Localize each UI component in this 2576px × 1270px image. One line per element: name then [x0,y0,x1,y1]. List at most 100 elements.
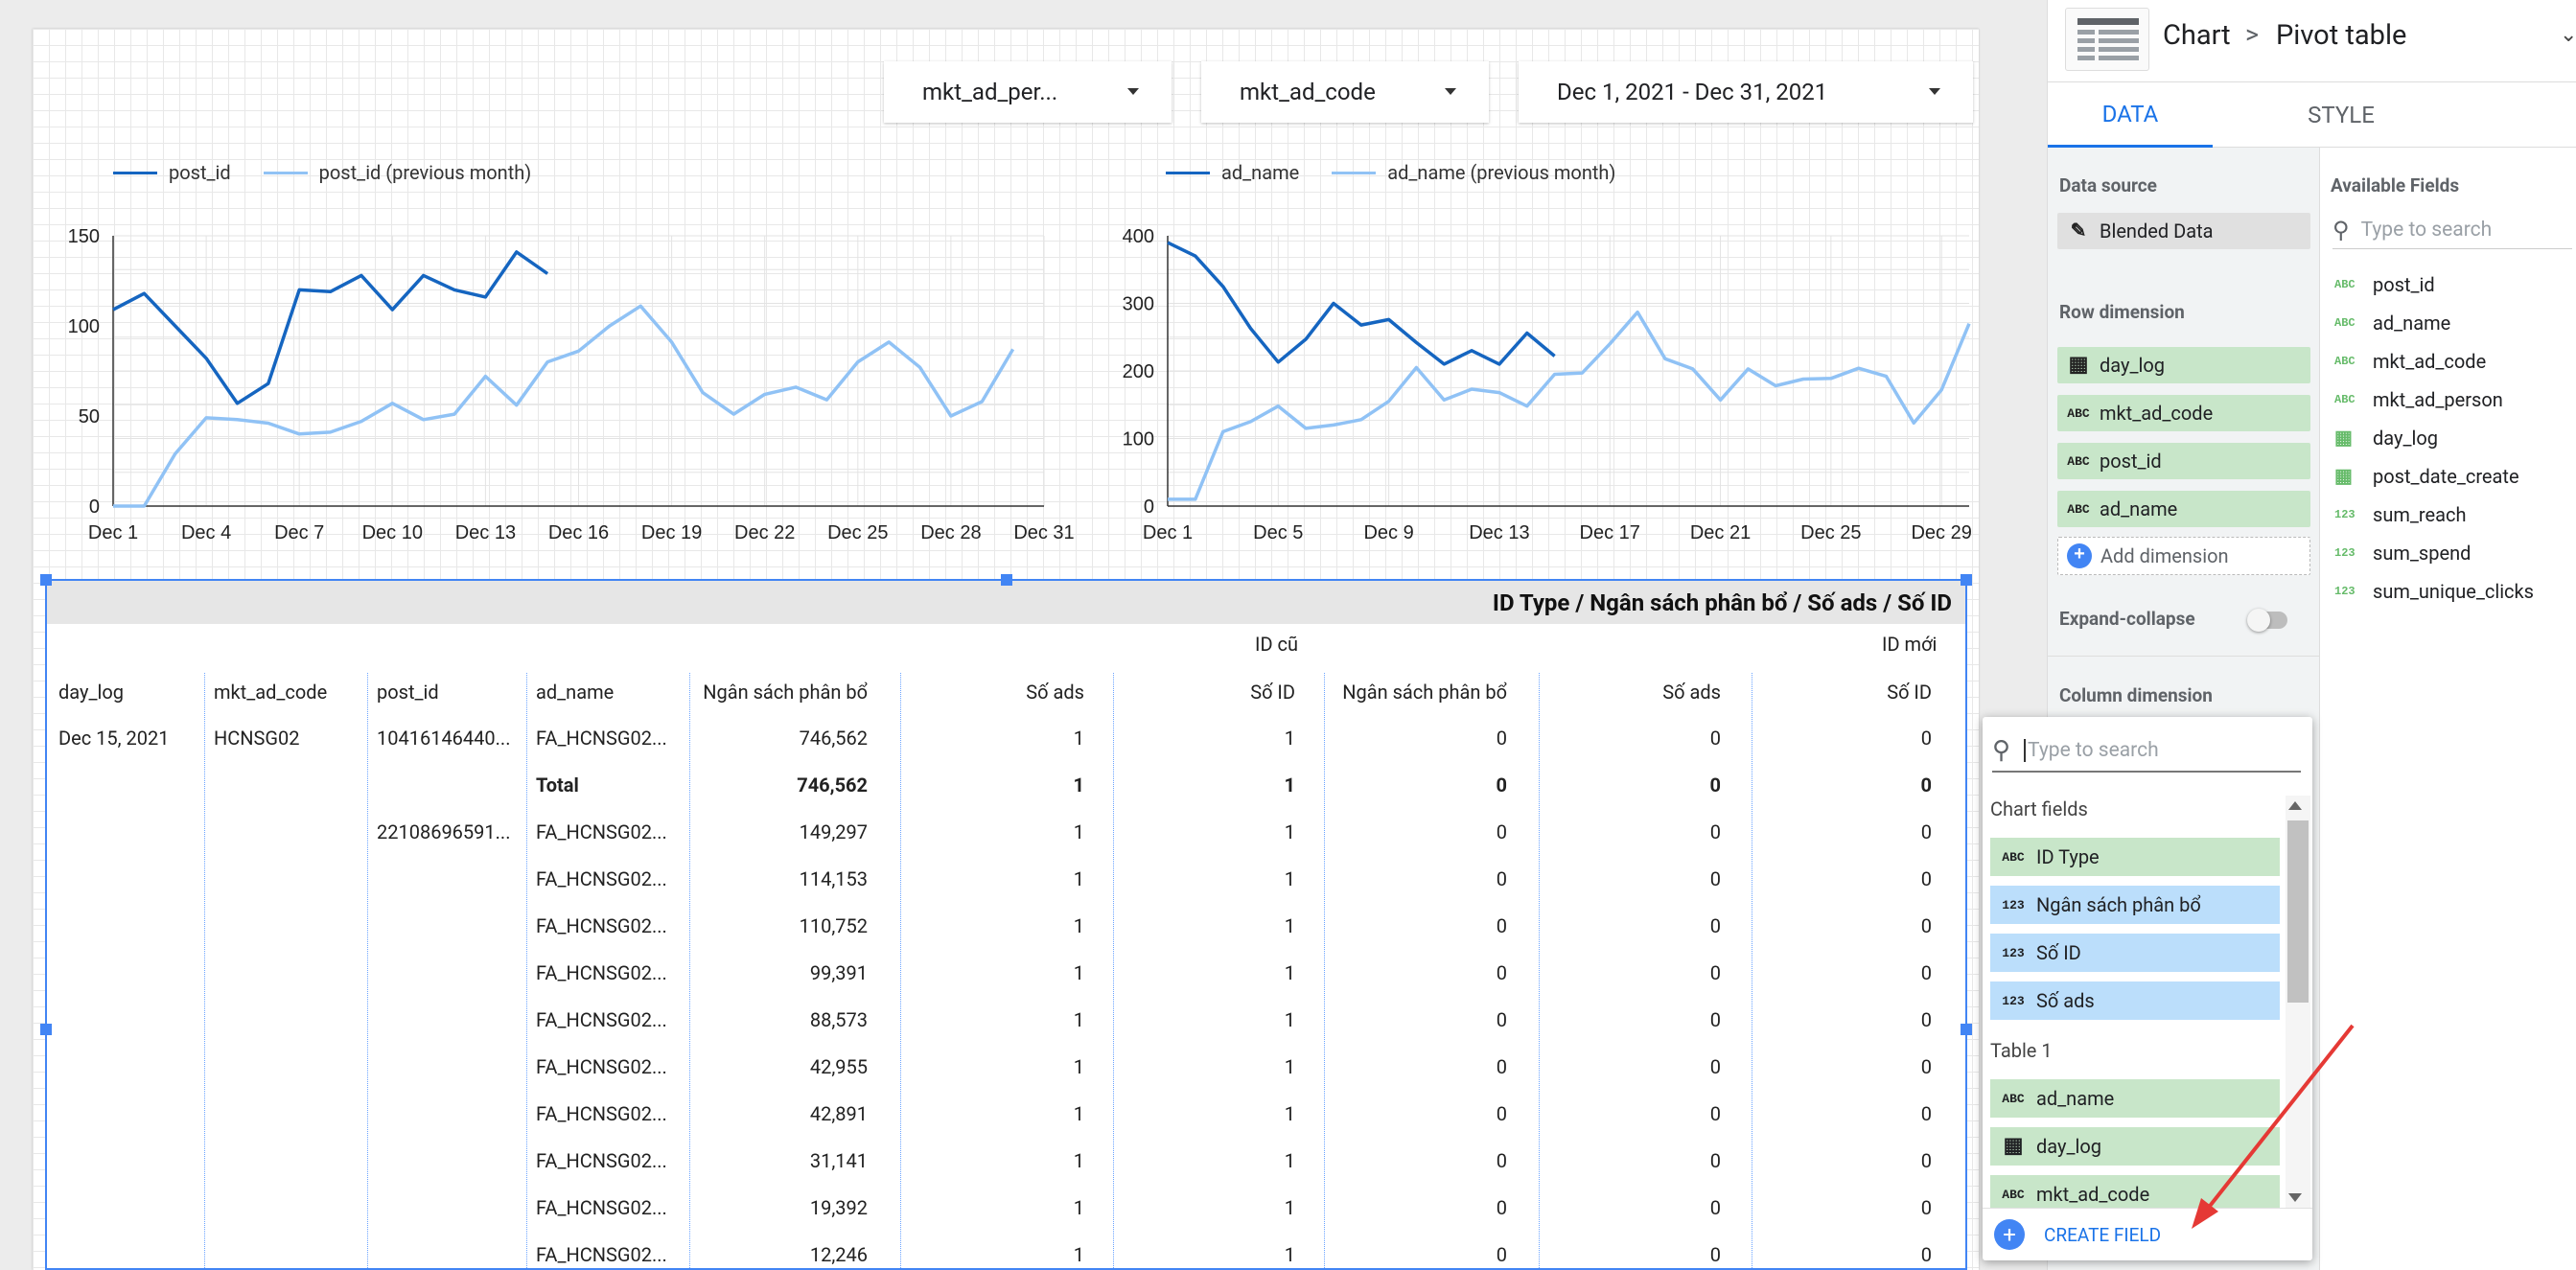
table-field-item[interactable]: ABC mkt_ad_code [1990,1175,2280,1208]
text-field-icon: ABC [2002,1091,2025,1106]
mkt-ad-code-filter[interactable]: mkt_ad_code [1201,61,1489,123]
chevron-down-icon[interactable]: ⌄ [2560,23,2576,47]
field-picker-search[interactable]: ⚲ Type to search [1992,730,2301,773]
table-cell: 99,391 [809,961,868,984]
chart-field-item[interactable]: 123 Số ads [1990,981,2280,1020]
x-tick-label: Dec 17 [1580,522,1640,543]
row-dimension-chip[interactable]: ▦ day_log [2057,347,2310,383]
table-cell: FA_HCNSG02... [536,1008,667,1031]
column-header[interactable]: day_log [58,681,124,704]
calendar-icon: ▦ [2334,467,2353,489]
resize-handle[interactable] [1961,574,1972,586]
available-field-item[interactable]: ▦ day_log [2334,422,2438,454]
table-cell: 0 [1709,914,1721,937]
column-header[interactable]: Số ID [1250,681,1295,704]
column-header[interactable]: Ngân sách phân bổ [703,681,868,704]
table-cell: 114,153 [799,867,868,890]
table-cell: Total [536,774,579,797]
pivot-table-chart-icon[interactable] [2065,8,2149,71]
resize-handle[interactable] [1961,1024,1972,1035]
table-cell: FA_HCNSG02... [536,1055,667,1078]
table-cell: 1 [1284,774,1295,797]
available-field-item[interactable]: 123 sum_reach [2334,498,2466,531]
scrollbar-thumb[interactable] [2287,820,2309,1003]
row-dimension-label: post_id [2100,450,2162,473]
number-field-icon: 123 [2002,993,2025,1008]
text-field-icon: ABC [2334,355,2356,368]
expand-collapse-toggle[interactable] [2247,609,2287,632]
table-cell: 0 [1920,820,1932,843]
available-field-item[interactable]: 123 sum_spend [2334,537,2471,569]
ad-name-time-series-chart[interactable]: ad_name ad_name (previous month) 0 100 200 3… [1087,153,1979,575]
table-cell: 0 [1920,774,1932,797]
field-label: ad_name [2036,1087,2115,1110]
table-cell: 1 [1073,961,1084,984]
table-cell: 88,573 [809,1008,868,1031]
tab-data[interactable]: DATA [2048,82,2213,148]
add-dimension-button[interactable]: + Add dimension [2057,537,2310,575]
mkt-ad-person-filter[interactable]: mkt_ad_per... [884,61,1172,123]
available-field-item[interactable]: ABC post_id [2334,268,2435,301]
available-fields-search[interactable]: ⚲ Type to search [2332,211,2572,249]
abc-icon: ABC [2067,501,2090,517]
pivot-table[interactable]: ID Type / Ngân sách phân bổ / Số ads / S… [40,574,1972,1270]
table-cell: 1 [1284,727,1295,750]
number-field-icon: 123 [2334,546,2356,560]
chart-plot: 0 50 100 150 Dec 1 Dec 4 Dec 7 Dec 10 Dec 13 Dec … [68,226,1075,543]
x-tick-label: Dec 21 [1690,522,1751,543]
table-field-item[interactable]: ABC ad_name [1990,1079,2280,1118]
column-header[interactable]: post_id [377,681,439,704]
resize-handle[interactable] [40,1024,52,1035]
create-field-button[interactable]: + CREATE FIELD [1983,1208,2312,1260]
available-field-item[interactable]: ABC mkt_ad_person [2334,383,2503,416]
text-field-icon: ABC [2002,849,2025,865]
available-field-item[interactable]: ▦ post_date_create [2334,460,2519,493]
tab-style[interactable]: STYLE [2308,102,2375,128]
data-source-chip[interactable]: ✎ Blended Data [2057,213,2310,249]
column-header[interactable]: Số ID [1887,681,1932,704]
resize-handle[interactable] [1001,574,1012,586]
table-cell: 1 [1073,774,1084,797]
field-label: sum_unique_clicks [2373,580,2534,603]
post-id-time-series-chart[interactable]: post_id post_id (previous month) 0 50 100 15… [33,153,1075,575]
table-cell: 1 [1073,727,1084,750]
row-dimension-chip[interactable]: ABC post_id [2057,443,2310,479]
table-cell: 0 [1496,1008,1507,1031]
search-placeholder: Type to search [2024,739,2159,762]
resize-handle[interactable] [40,574,52,586]
text-field-icon: ABC [2002,1187,2025,1202]
field-picker-popup: ⚲ Type to search Chart fields ABC ID Type… [1983,717,2312,1260]
available-field-item[interactable]: ABC ad_name [2334,307,2450,339]
scrollbar[interactable] [2286,796,2310,1208]
scroll-up-icon[interactable] [2288,801,2302,810]
table-cell: 0 [1709,1243,1721,1266]
column-group-id-cu: ID cũ [1255,633,1299,656]
field-label: mkt_ad_person [2373,388,2503,411]
available-field-item[interactable]: ABC mkt_ad_code [2334,345,2486,378]
number-field-icon: 123 [2002,897,2025,912]
number-field-icon: 123 [2334,508,2356,521]
table-field-item[interactable]: ▦ day_log [1990,1127,2280,1166]
number-field-icon: 123 [2002,945,2025,960]
available-field-item[interactable]: 123 sum_unique_clicks [2334,575,2534,608]
column-header[interactable]: mkt_ad_code [214,681,328,704]
table-fields-list: ABC ad_name ▦ day_log ABC mkt_ad_code [1983,717,2289,1208]
text-field-icon: ABC [2334,278,2356,291]
date-range-control[interactable]: Dec 1, 2021 - Dec 31, 2021 [1519,61,1973,123]
row-dimension-chip[interactable]: ABC ad_name [2057,491,2310,527]
edit-pencil-icon[interactable]: ✎ [2070,221,2087,243]
chart-field-item[interactable]: ABC ID Type [1990,838,2280,876]
column-header[interactable]: Số ads [1026,681,1084,704]
chart-field-item[interactable]: 123 Ngân sách phân bổ [1990,886,2280,924]
table-cell: 0 [1709,774,1721,797]
series-line-previous-month [1168,310,1971,501]
column-header[interactable]: Ngân sách phân bổ [1342,681,1507,704]
chart-legend: ad_name ad_name (previous month) [1166,161,1648,184]
table-cell: 42,955 [809,1055,868,1078]
column-header[interactable]: Số ads [1662,681,1721,704]
column-header[interactable]: ad_name [536,681,615,704]
scroll-down-icon[interactable] [2288,1193,2302,1202]
chart-field-item[interactable]: 123 Số ID [1990,934,2280,972]
search-icon: ⚲ [2332,216,2350,243]
row-dimension-chip[interactable]: ABC mkt_ad_code [2057,395,2310,431]
